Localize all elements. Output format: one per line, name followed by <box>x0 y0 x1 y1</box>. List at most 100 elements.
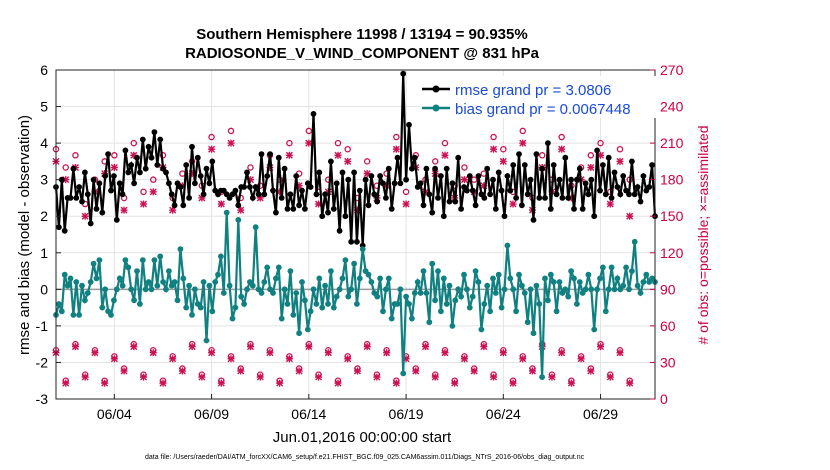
bias-point <box>316 275 323 282</box>
rmse-point <box>325 209 331 216</box>
obs-assimilated-marker <box>402 200 410 208</box>
rmse-point <box>134 154 140 161</box>
y-axis-label: rmse and bias (model - observation) <box>16 115 33 355</box>
bias-point <box>229 315 236 322</box>
rmse-point <box>646 184 653 190</box>
bias-point <box>163 286 169 293</box>
rmse-point <box>249 195 256 201</box>
bias-point <box>302 297 308 304</box>
rmse-point <box>571 206 577 212</box>
bias-point <box>330 304 337 311</box>
bias-point <box>513 308 519 315</box>
rmse-point <box>501 213 508 220</box>
rmse-point <box>209 158 216 165</box>
obs-assimilated-marker <box>451 379 459 387</box>
obs-assimilated-marker <box>227 139 235 147</box>
bias-point <box>264 264 271 271</box>
bias-point <box>539 374 545 380</box>
rmse-point <box>423 165 430 172</box>
obs-assimilated-marker <box>519 139 527 147</box>
bias-point <box>93 275 100 282</box>
obs-assimilated-marker <box>266 349 274 357</box>
rmse-point <box>388 206 395 212</box>
obs-assimilated-marker <box>606 373 614 381</box>
rmse-point <box>119 191 126 198</box>
bias-point <box>504 242 511 249</box>
bias-point <box>466 304 473 311</box>
rmse-point <box>348 238 355 245</box>
bias-point <box>111 297 117 304</box>
rmse-point <box>545 140 551 147</box>
rmse-point <box>99 209 106 216</box>
rmse-point <box>125 169 132 176</box>
obs-assimilated-marker <box>140 373 148 381</box>
obs-assimilated-marker <box>344 355 352 363</box>
bias-point <box>299 279 305 285</box>
bias-point <box>151 257 158 263</box>
rmse-point <box>585 191 592 198</box>
rmse-point <box>420 202 427 209</box>
bias-point <box>409 315 415 322</box>
bias-point <box>166 268 172 274</box>
rmse-point <box>475 173 482 179</box>
obs-possible-marker <box>558 133 565 141</box>
obs-assimilated-marker <box>149 349 157 357</box>
bias-point <box>180 275 187 282</box>
right-y-tick-label: 180 <box>660 172 684 188</box>
bias-line <box>54 212 656 378</box>
rmse-point <box>264 173 271 179</box>
obs-assimilated-marker <box>519 355 527 363</box>
bias-point <box>438 308 444 315</box>
bias-point <box>521 290 528 296</box>
y-tick-label: 5 <box>40 99 48 115</box>
rmse-point <box>533 151 540 158</box>
bias-point <box>238 293 245 300</box>
rmse-point <box>293 173 300 179</box>
rmse-point <box>203 165 210 172</box>
rmse-point <box>362 176 369 183</box>
bias-point <box>550 279 557 285</box>
obs-possible-marker <box>227 127 235 135</box>
bias-point <box>614 275 621 282</box>
rmse-point <box>602 191 609 198</box>
rmse-point <box>189 143 195 150</box>
bias-point <box>533 282 540 289</box>
right-y-tick-label: 60 <box>660 318 676 334</box>
rmse-point <box>490 176 496 183</box>
legend-rmse-label: rmse grand pr = 3.0806 <box>455 82 611 99</box>
rmse-point <box>438 173 444 179</box>
bias-point <box>490 275 496 282</box>
rmse-point <box>559 195 566 201</box>
rmse-point <box>270 187 276 194</box>
obs-assimilated-marker <box>276 379 284 387</box>
bias-point <box>209 308 216 315</box>
rmse-point <box>76 184 82 190</box>
rmse-point <box>247 184 253 190</box>
bias-point <box>226 282 233 289</box>
obs-assimilated-marker <box>548 373 556 381</box>
bias-point <box>223 209 230 216</box>
rmse-point <box>70 165 77 172</box>
bias-point <box>215 271 221 278</box>
bias-point <box>96 257 103 263</box>
obs-assimilated-marker <box>62 379 70 387</box>
bias-point <box>397 286 404 293</box>
bias-point <box>380 308 386 315</box>
y-tick-label: 2 <box>40 208 48 224</box>
rmse-point <box>168 191 175 198</box>
bias-point <box>440 275 447 282</box>
obs-assimilated-marker <box>460 355 468 363</box>
bias-point <box>420 268 427 274</box>
bias-point <box>73 279 80 285</box>
bias-point <box>90 260 97 267</box>
rmse-point <box>290 206 297 212</box>
rmse-point <box>458 206 464 212</box>
right-y-tick-label: 90 <box>660 281 676 297</box>
obs-assimilated-marker <box>587 163 595 171</box>
rmse-point <box>383 195 389 201</box>
rmse-point <box>261 191 268 198</box>
rmse-point <box>513 195 519 201</box>
bias-point <box>484 282 491 289</box>
bias-point <box>261 279 268 285</box>
rmse-point <box>426 191 433 198</box>
